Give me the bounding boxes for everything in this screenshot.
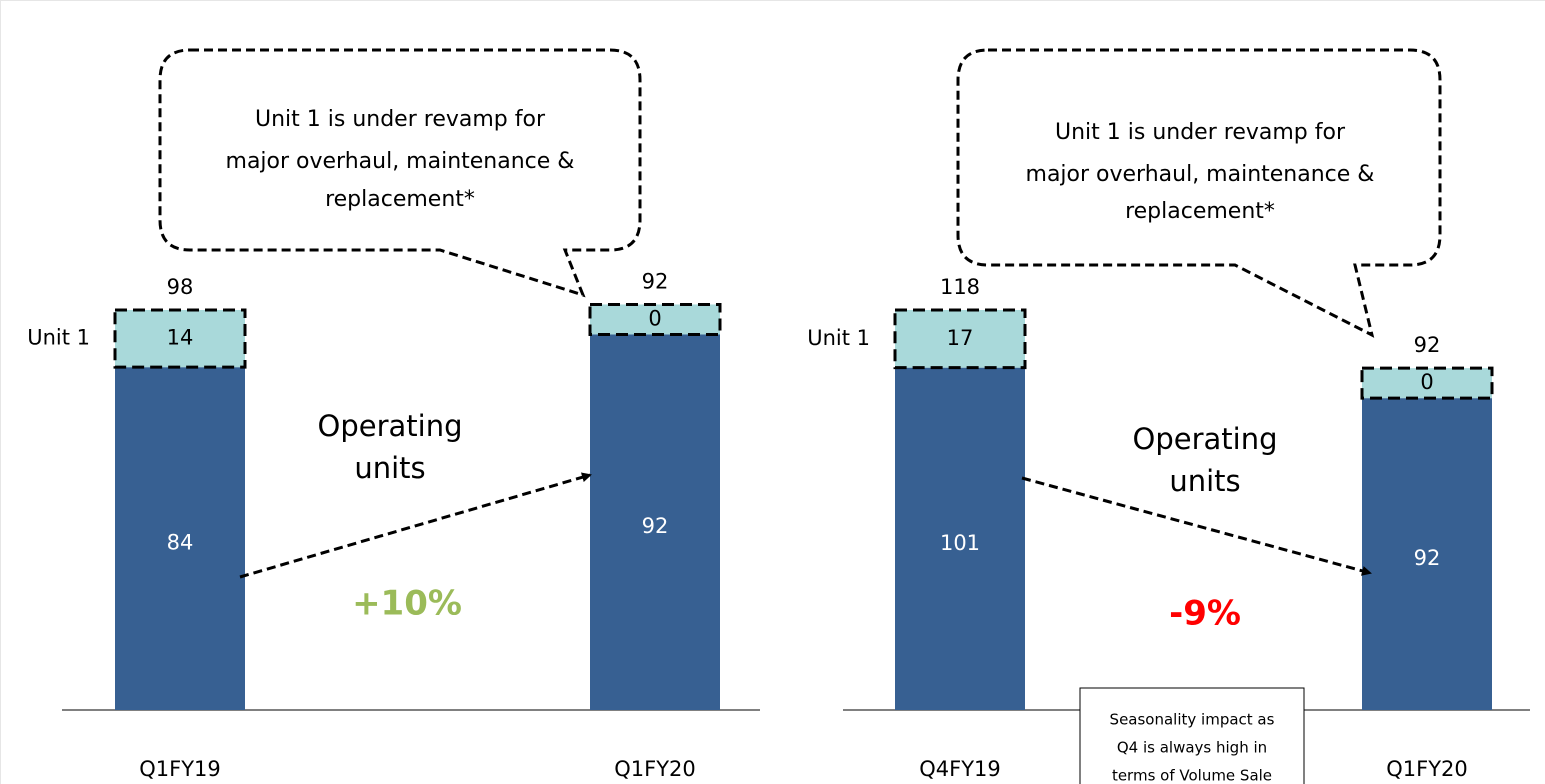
callout-text: Unit 1 is under revamp for xyxy=(255,107,546,132)
note-text: Seasonality impact as xyxy=(1110,711,1275,729)
bar-segment xyxy=(115,367,245,710)
value-label: 84 xyxy=(167,531,194,555)
callout-text: major overhaul, maintenance & xyxy=(226,149,575,174)
total-label: 92 xyxy=(1414,333,1441,357)
trend-arrow xyxy=(239,472,592,579)
total-label: 118 xyxy=(940,275,980,299)
series-label: Unit 1 xyxy=(807,326,870,350)
segment-box xyxy=(590,304,720,335)
x-tick-label: Q4FY19 xyxy=(919,757,1001,781)
callout-bubble xyxy=(956,48,1442,338)
bar-segment xyxy=(895,367,1025,710)
value-label: 0 xyxy=(648,306,661,330)
total-label: 98 xyxy=(167,275,194,299)
value-label: 0 xyxy=(1420,370,1433,394)
note-text: terms of Volume Sale xyxy=(1112,767,1272,784)
x-tick-label: Q1FY20 xyxy=(1386,757,1468,781)
change-label: -9% xyxy=(1169,594,1241,634)
bar-segment xyxy=(895,310,1025,368)
callout-text: replacement* xyxy=(1125,199,1275,224)
callout-text: major overhaul, maintenance & xyxy=(1026,162,1375,187)
value-label: 92 xyxy=(642,514,669,538)
segment-outline xyxy=(893,308,1027,370)
note-box xyxy=(1079,687,1305,784)
bar-segment xyxy=(590,334,720,710)
value-label: 92 xyxy=(1414,546,1441,570)
value-label: 14 xyxy=(167,326,194,350)
change-label: +10% xyxy=(352,584,462,624)
segment-outline xyxy=(588,302,722,336)
segment-outline xyxy=(113,308,247,369)
x-tick-label: Q1FY20 xyxy=(614,757,696,781)
value-label: 17 xyxy=(947,326,974,350)
note-text: Q4 is always high in xyxy=(1117,739,1267,757)
callout-text: Unit 1 is under revamp for xyxy=(1055,120,1346,145)
series-label: Unit 1 xyxy=(27,326,90,350)
callout-bubble xyxy=(158,48,642,298)
x-tick-label: Q1FY19 xyxy=(139,757,221,781)
callout-text: replacement* xyxy=(325,187,475,212)
series-label: Operating units xyxy=(1132,422,1278,498)
segment-outline xyxy=(1360,366,1494,400)
trend-arrow xyxy=(1021,476,1372,576)
total-label: 92 xyxy=(642,269,669,293)
series-label: Operating units xyxy=(317,409,463,485)
value-label: 101 xyxy=(940,531,980,555)
bar-segment xyxy=(115,310,245,368)
segment-box xyxy=(1362,368,1492,399)
bar-segment xyxy=(1362,398,1492,710)
